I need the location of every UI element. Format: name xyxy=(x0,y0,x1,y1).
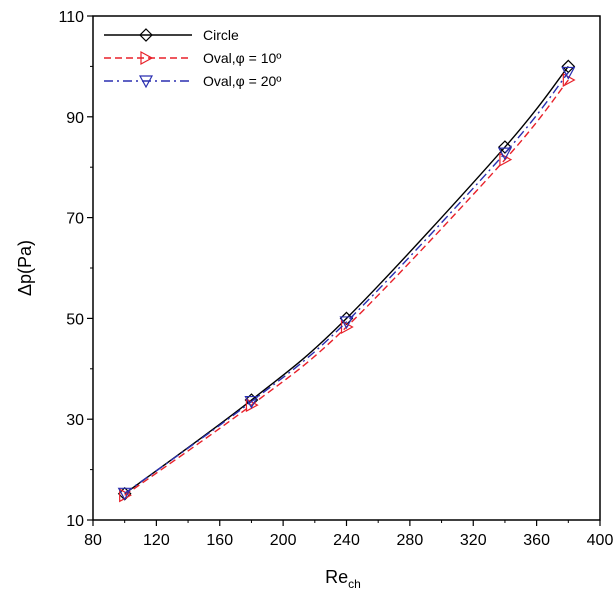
legend: Circle Oval,φ = 10º Oval,φ = 20º xyxy=(104,27,281,89)
legend-label-oval-10: Oval,φ = 10º xyxy=(203,50,281,66)
x-axis-title-main: Re xyxy=(325,567,348,587)
y-tick-label: 10 xyxy=(66,513,84,530)
y-axis-title: Δp(Pa) xyxy=(15,240,35,296)
legend-label-circle: Circle xyxy=(203,27,239,43)
y-tick-label: 30 xyxy=(66,412,84,429)
data-point-circle xyxy=(561,59,576,74)
x-tick-label: 320 xyxy=(460,532,487,549)
legend-marker-oval-10 xyxy=(140,50,154,66)
axes: 80 120 160 200 240 280 320 360 400 10 30 50 70 90 110 xyxy=(58,9,613,549)
x-tick-label: 400 xyxy=(587,532,614,549)
x-tick-label: 360 xyxy=(523,532,550,549)
x-axis-title: Rech xyxy=(325,567,361,591)
series-layer xyxy=(117,59,576,503)
x-tick-label: 280 xyxy=(397,532,424,549)
y-tick-label: 90 xyxy=(66,110,84,127)
series-line-oval-10 xyxy=(124,79,569,496)
data-point-circle xyxy=(498,140,512,154)
legend-label-oval-20: Oval,φ = 20º xyxy=(203,73,281,89)
data-point-oval-20 xyxy=(497,147,512,161)
series-line-circle xyxy=(124,65,569,495)
x-tick-label: 200 xyxy=(270,532,297,549)
x-tick-label: 160 xyxy=(206,532,233,549)
y-tick-label: 110 xyxy=(58,9,84,26)
x-tick-label: 240 xyxy=(333,532,360,549)
data-point-oval-20 xyxy=(244,395,259,409)
data-point-oval-10 xyxy=(499,152,513,167)
data-point-oval-20 xyxy=(561,66,576,80)
y-tick-label: 70 xyxy=(66,211,84,228)
data-point-oval-20 xyxy=(117,487,132,501)
data-point-oval-20 xyxy=(339,316,354,330)
x-tick-label: 120 xyxy=(143,532,170,549)
y-tick-label: 50 xyxy=(66,311,84,328)
x-axis-title-sub: ch xyxy=(348,577,361,591)
x-tick-label: 80 xyxy=(84,532,102,549)
legend-marker-circle xyxy=(139,28,153,42)
data-point-oval-10 xyxy=(245,398,259,413)
legend-marker-oval-20 xyxy=(138,75,154,89)
data-point-circle xyxy=(244,393,259,407)
series-line-oval-20 xyxy=(124,72,569,494)
plot-frame xyxy=(92,15,601,521)
